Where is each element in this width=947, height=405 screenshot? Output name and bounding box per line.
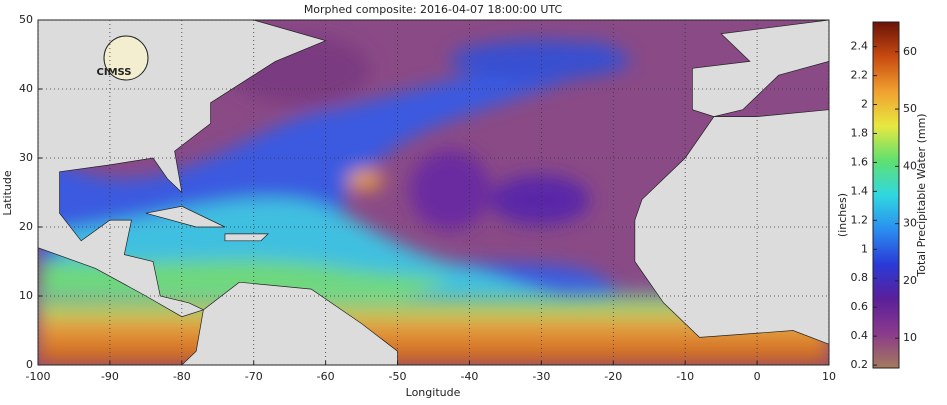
x-tick-label: -70 [245, 370, 263, 383]
x-axis-label: Longitude [406, 386, 461, 399]
x-tick-label: -80 [173, 370, 191, 383]
colorbar-inch-tick-label: 1 [861, 242, 868, 255]
map-image [38, 20, 829, 365]
colorbar-inch-tick-label: 2.4 [851, 40, 869, 53]
land [692, 20, 829, 117]
x-tick-label: -60 [317, 370, 335, 383]
x-tick-label: -10 [676, 370, 694, 383]
y-tick-label: 0 [26, 358, 33, 371]
colorbar-tick-label: 30 [903, 217, 917, 230]
colorbar-inch-tick-label: 0.8 [851, 271, 869, 284]
x-tick-label: -30 [532, 370, 550, 383]
colorbar-label: Total Precipitable Water (mm) [915, 113, 928, 277]
x-tick-label: 0 [754, 370, 761, 383]
logo: CIMSS [97, 35, 149, 81]
x-tick-label: -90 [101, 370, 119, 383]
colorbar-tick-label: 10 [903, 331, 917, 344]
y-tick-label: 20 [19, 220, 33, 233]
x-tick-label: -50 [389, 370, 407, 383]
colorbar-tick-label: 20 [903, 274, 917, 287]
land [38, 20, 327, 318]
y-tick-label: 10 [19, 289, 33, 302]
colorbar-inch-tick-label: 1.8 [851, 126, 869, 139]
title: Morphed composite: 2016-04-07 18:00:00 U… [304, 3, 563, 16]
colorbar-inch-tick-label: 1.4 [851, 184, 869, 197]
x-tick-label: 10 [822, 370, 836, 383]
x-tick-label: -100 [26, 370, 51, 383]
colorbar-inch-tick-label: 2 [861, 98, 868, 111]
colorbar-inner-label: (inches) [836, 193, 849, 237]
colorbar-inch-tick-label: 0.4 [851, 329, 869, 342]
land [145, 205, 226, 228]
x-tick-label: -40 [460, 370, 478, 383]
colorbar-tick-label: 40 [903, 159, 917, 172]
colorbar-inch-tick-label: 1.6 [851, 155, 869, 168]
colorbar-inch-tick-label: 0.6 [851, 300, 869, 313]
logo-text: CIMSS [97, 67, 132, 78]
y-tick-label: 40 [19, 82, 33, 95]
colorbar-tick-label: 60 [903, 45, 917, 58]
x-tick-label: -20 [604, 370, 622, 383]
colorbar-inch-tick-label: 1.2 [851, 213, 869, 226]
y-axis-label: Latitude [1, 170, 14, 216]
colorbar [872, 21, 900, 369]
colorbar-inch-tick-label: 2.2 [851, 69, 869, 82]
y-tick-label: 30 [19, 151, 33, 164]
colorbar-tick-label: 50 [903, 102, 917, 115]
land [224, 233, 269, 242]
y-tick-label: 50 [19, 13, 33, 26]
colorbar-inch-tick-label: 0.2 [851, 358, 869, 371]
